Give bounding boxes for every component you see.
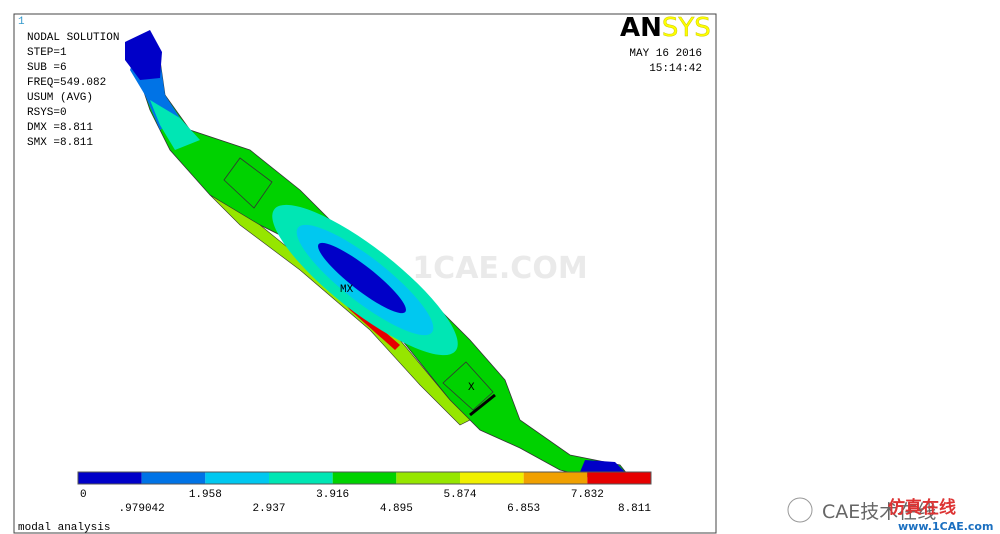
- info-line: RSYS=0: [27, 107, 67, 119]
- logo: ANSYS: [620, 13, 711, 43]
- legend-swatch: [141, 472, 206, 484]
- brand-overlay: 仿真在线: [888, 497, 956, 518]
- info-line: FREQ=549.082: [27, 77, 106, 89]
- wechat-icon: [787, 497, 813, 523]
- legend: 0 1.958 3.916 5.874 7.832 .979042 2.937 4.895 6.…: [77, 471, 652, 515]
- model: [125, 30, 629, 482]
- logo-light: SYS: [662, 13, 711, 43]
- time: 15:14:42: [649, 63, 702, 75]
- footer: modal analysis: [18, 522, 110, 534]
- date: MAY 16 2016: [629, 48, 702, 60]
- legend-label: 4.895: [380, 503, 413, 515]
- legend-swatch: [205, 472, 269, 484]
- legend-swatch: [332, 472, 397, 484]
- legend-frame: [77, 471, 652, 485]
- legend-label: 8.811: [618, 503, 651, 515]
- max-marker: MX: [340, 284, 354, 296]
- legend-swatch: [269, 472, 333, 484]
- info-line: USUM (AVG): [27, 92, 93, 104]
- logo-bold: AN: [620, 13, 662, 43]
- info-block: NODAL SOLUTION STEP=1 SUB =6 FREQ=549.082 US…: [27, 32, 119, 149]
- brand: CAE技术在线: [822, 501, 936, 523]
- legend-label: 5.874: [443, 489, 476, 501]
- site: www.1CAE.com: [898, 520, 993, 533]
- info-line: SUB =6: [27, 62, 67, 74]
- window-number: 1: [18, 16, 25, 28]
- legend-label: 6.853: [507, 503, 540, 515]
- legend-swatch: [396, 472, 460, 484]
- legend-label: 3.916: [316, 489, 349, 501]
- legend-swatch: [523, 472, 588, 484]
- legend-swatch: [460, 472, 524, 484]
- legend-label: 2.937: [252, 503, 285, 515]
- legend-swatch: [78, 472, 142, 484]
- info-line: DMX =8.811: [27, 122, 93, 134]
- legend-swatch: [587, 472, 651, 484]
- watermark: 1CAE.COM: [412, 251, 587, 286]
- info-line: SMX =8.811: [27, 137, 93, 149]
- legend-label: 1.958: [189, 489, 222, 501]
- legend-label: 7.832: [571, 489, 604, 501]
- info-line: STEP=1: [27, 47, 67, 59]
- axis-marker: X: [468, 382, 475, 394]
- info-line: NODAL SOLUTION: [27, 32, 119, 44]
- legend-label: 0: [80, 489, 87, 501]
- legend-label: .979042: [119, 503, 165, 515]
